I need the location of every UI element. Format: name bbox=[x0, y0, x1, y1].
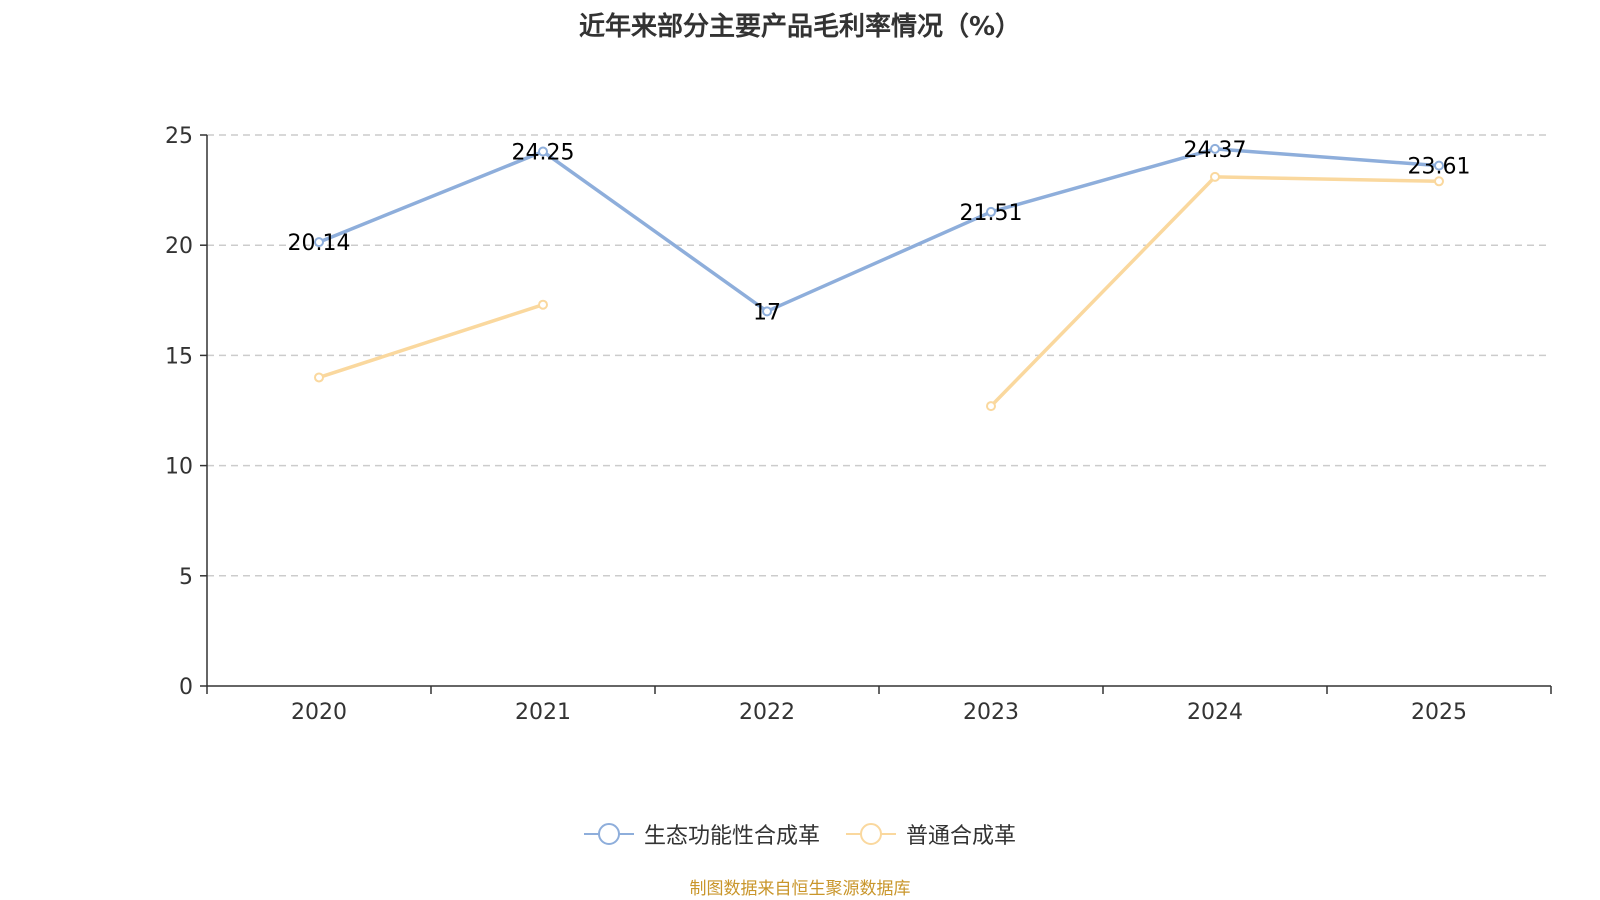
series-2-line bbox=[318, 303, 544, 380]
y-tick-label: 25 bbox=[165, 124, 193, 149]
series-1-point bbox=[986, 206, 996, 217]
x-tick-label: 2022 bbox=[739, 700, 795, 725]
series-1-point bbox=[314, 237, 324, 248]
legend-label-series-2: 普通合成革 bbox=[906, 824, 1017, 849]
series-1-line bbox=[318, 147, 1440, 314]
data-label: 20.14 bbox=[288, 231, 351, 256]
legend-label-series-1: 生态功能性合成革 bbox=[643, 824, 820, 849]
data-label: 24.25 bbox=[512, 141, 575, 166]
x-tick-label: 2024 bbox=[1187, 700, 1243, 725]
legend-marker-series-1-icon bbox=[583, 823, 634, 845]
series-2-point bbox=[986, 401, 996, 412]
series-1-point bbox=[762, 306, 772, 317]
x-tick-label: 2025 bbox=[1411, 700, 1467, 725]
y-tick-label: 20 bbox=[165, 234, 193, 259]
series-2-point bbox=[1434, 176, 1444, 187]
y-tick-label: 10 bbox=[165, 455, 193, 480]
y-tick-label: 0 bbox=[179, 675, 193, 700]
x-tick-label: 2020 bbox=[291, 700, 347, 725]
data-label: 21.51 bbox=[960, 201, 1023, 226]
source-note: 制图数据来自恒生聚源数据库 bbox=[689, 879, 911, 899]
data-label: 24.37 bbox=[1184, 138, 1247, 163]
legend: 生态功能性合成革 普通合成革 bbox=[0, 818, 1600, 850]
series-2-point bbox=[1210, 171, 1220, 182]
series-2-point bbox=[538, 299, 548, 310]
x-tick-label: 2023 bbox=[963, 700, 1019, 725]
legend-item-series-1[interactable]: 生态功能性合成革 bbox=[583, 818, 820, 850]
data-label: 17 bbox=[753, 300, 781, 325]
series-1-point bbox=[1434, 160, 1444, 171]
data-label: 23.61 bbox=[1408, 155, 1471, 180]
chart-title: 近年来部分主要产品毛利率情况（%） bbox=[578, 12, 1022, 42]
legend-marker-series-2-icon bbox=[846, 823, 896, 845]
series-2-point bbox=[314, 372, 324, 383]
y-tick-label: 5 bbox=[179, 565, 193, 590]
series-1-point bbox=[538, 146, 548, 157]
x-tick-label: 2021 bbox=[515, 700, 571, 725]
y-tick-label: 15 bbox=[165, 344, 193, 369]
legend-item-series-2[interactable]: 普通合成革 bbox=[846, 818, 1016, 850]
series-2-line bbox=[989, 175, 1440, 408]
series-1-point bbox=[1210, 143, 1220, 154]
